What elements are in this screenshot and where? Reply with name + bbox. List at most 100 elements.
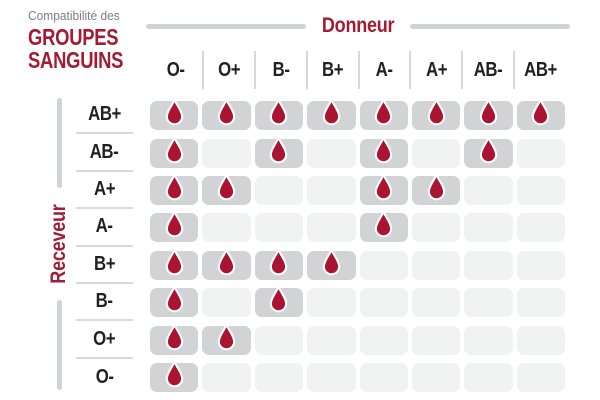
receiver-row-label: A-: [96, 215, 113, 238]
cell-O+-from-AB--incompatible: [464, 325, 513, 355]
cell-B--from-B+-incompatible: [307, 288, 356, 318]
donor-column-header-label: O-: [167, 58, 185, 81]
chart-title-line2-text: SANGUINS: [28, 47, 124, 73]
cell-B--from-O+-incompatible: [202, 288, 251, 318]
receiver-header-line-top: [56, 98, 62, 188]
cell-B+-from-O--compatible: [150, 248, 199, 280]
donor-column-header-AB-: AB-: [461, 51, 513, 89]
receiver-row-cells: [150, 98, 565, 131]
donor-column-header-label: B+: [322, 58, 344, 81]
donor-column-header-label: AB+: [523, 58, 557, 81]
cell-AB--from-O+-incompatible: [202, 138, 251, 168]
cell-O+-from-B--incompatible: [254, 325, 304, 355]
receiver-row-cells: [150, 210, 565, 243]
cell-B--from-O--compatible: [150, 285, 199, 318]
donor-column-header-label: AB-: [473, 58, 503, 81]
receiver-row-cells: [150, 323, 565, 355]
cell-O--from-AB--incompatible: [464, 362, 513, 392]
cell-O--from-AB+-incompatible: [516, 362, 565, 392]
blood-drop-icon: [322, 248, 341, 276]
cell-A--from-O--compatible: [150, 210, 199, 243]
donor-column-header-O-: O-: [150, 51, 202, 89]
donor-column-header-O+: O+: [201, 51, 254, 89]
cell-O--from-O+-incompatible: [202, 362, 251, 392]
cell-A--from-B+-incompatible: [307, 213, 356, 243]
donor-column-header-label: B-: [272, 58, 290, 81]
cell-AB--from-AB+-incompatible: [516, 138, 565, 168]
cell-AB+-from-O+-compatible: [202, 98, 251, 131]
cell-O--from-A+-incompatible: [411, 362, 461, 392]
receiver-row-cells: [150, 173, 565, 205]
receiver-row-O+: O+: [76, 321, 565, 359]
donor-axis-header: Donneur: [146, 14, 571, 37]
cell-O--from-O--compatible: [150, 360, 199, 392]
cell-AB--from-A--compatible: [359, 136, 408, 168]
donor-column-header-A+: A+: [409, 51, 461, 89]
receiver-row-header-A+: A+: [76, 172, 133, 210]
blood-drop-icon: [270, 285, 288, 313]
donor-column-header-AB+: AB+: [513, 51, 565, 89]
cell-AB+-from-AB--compatible: [464, 98, 513, 131]
cell-B+-from-A--incompatible: [359, 250, 408, 280]
cell-A+-from-O+-compatible: [202, 173, 251, 205]
receiver-row-label: A+: [93, 177, 116, 200]
receiver-axis-label: Receveur: [47, 204, 70, 284]
cell-AB--from-AB--compatible: [464, 136, 513, 168]
cell-B--from-AB+-incompatible: [516, 288, 565, 318]
receiver-header-line-bottom: [56, 300, 62, 391]
cell-O+-from-O+-compatible: [202, 323, 251, 355]
receiver-row-B-: B-: [76, 284, 565, 322]
cell-B--from-A--incompatible: [359, 288, 408, 318]
receiver-row-header-AB+: AB+: [76, 97, 133, 135]
cell-B--from-A+-incompatible: [411, 288, 461, 318]
cell-B--from-B--compatible: [254, 285, 304, 318]
cell-B+-from-O+-compatible: [202, 248, 251, 280]
blood-drop-icon: [165, 98, 183, 126]
receiver-row-header-B-: B-: [76, 284, 133, 322]
receiver-row-AB-: AB-: [76, 134, 565, 172]
cell-AB+-from-A+-compatible: [411, 98, 461, 131]
chart-title-line1: GROUPES: [28, 26, 147, 49]
blood-drop-icon: [270, 98, 288, 126]
receiver-row-cells: [150, 360, 565, 392]
cell-A--from-A--compatible: [359, 210, 408, 243]
cell-O--from-A--incompatible: [359, 362, 408, 392]
cell-B+-from-AB+-incompatible: [516, 250, 565, 280]
cell-A+-from-B--incompatible: [254, 175, 304, 205]
blood-drop-icon: [165, 248, 183, 276]
receiver-row-label: AB-: [90, 140, 119, 163]
cell-O+-from-A+-incompatible: [411, 325, 461, 355]
blood-drop-icon: [322, 98, 341, 126]
cell-B+-from-B+-compatible: [307, 248, 356, 280]
receiver-row-header-O-: O-: [76, 359, 133, 396]
donor-axis-label: Donneur: [321, 14, 395, 37]
receiver-row-label: B+: [93, 252, 116, 275]
blood-drop-icon: [427, 98, 445, 126]
receiver-row-label: O+: [93, 327, 116, 350]
blood-drop-icon: [270, 248, 288, 276]
receiver-axis-header: Receveur: [45, 98, 73, 391]
cell-B--from-AB--incompatible: [464, 288, 513, 318]
cell-A--from-AB--incompatible: [464, 213, 513, 243]
blood-drop-icon: [217, 248, 236, 276]
cell-A--from-B--incompatible: [254, 213, 304, 243]
blood-drop-icon: [165, 323, 183, 350]
receiver-row-label: B-: [96, 290, 113, 313]
receiver-row-header-O+: O+: [76, 321, 133, 359]
cell-A+-from-O--compatible: [150, 173, 199, 205]
receiver-row-label: AB+: [88, 103, 121, 126]
blood-drop-icon: [479, 136, 498, 163]
donor-column-header-A-: A-: [357, 51, 410, 89]
receiver-row-header-B+: B+: [76, 247, 133, 284]
chart-subtitle: Compatibilité des: [28, 8, 120, 23]
chart-title: Compatibilité des GROUPES SANGUINS: [28, 8, 147, 72]
blood-drop-icon: [217, 323, 236, 350]
cell-AB+-from-A--compatible: [359, 98, 408, 131]
blood-drop-icon: [165, 360, 183, 388]
receiver-row-label: O-: [95, 365, 114, 388]
cell-O+-from-A--incompatible: [359, 325, 408, 355]
cell-AB--from-A+-incompatible: [411, 138, 461, 168]
donor-column-headers: O- O+ B- B+ A- A+ AB- AB+: [150, 51, 565, 89]
cell-AB+-from-O--compatible: [150, 98, 199, 131]
